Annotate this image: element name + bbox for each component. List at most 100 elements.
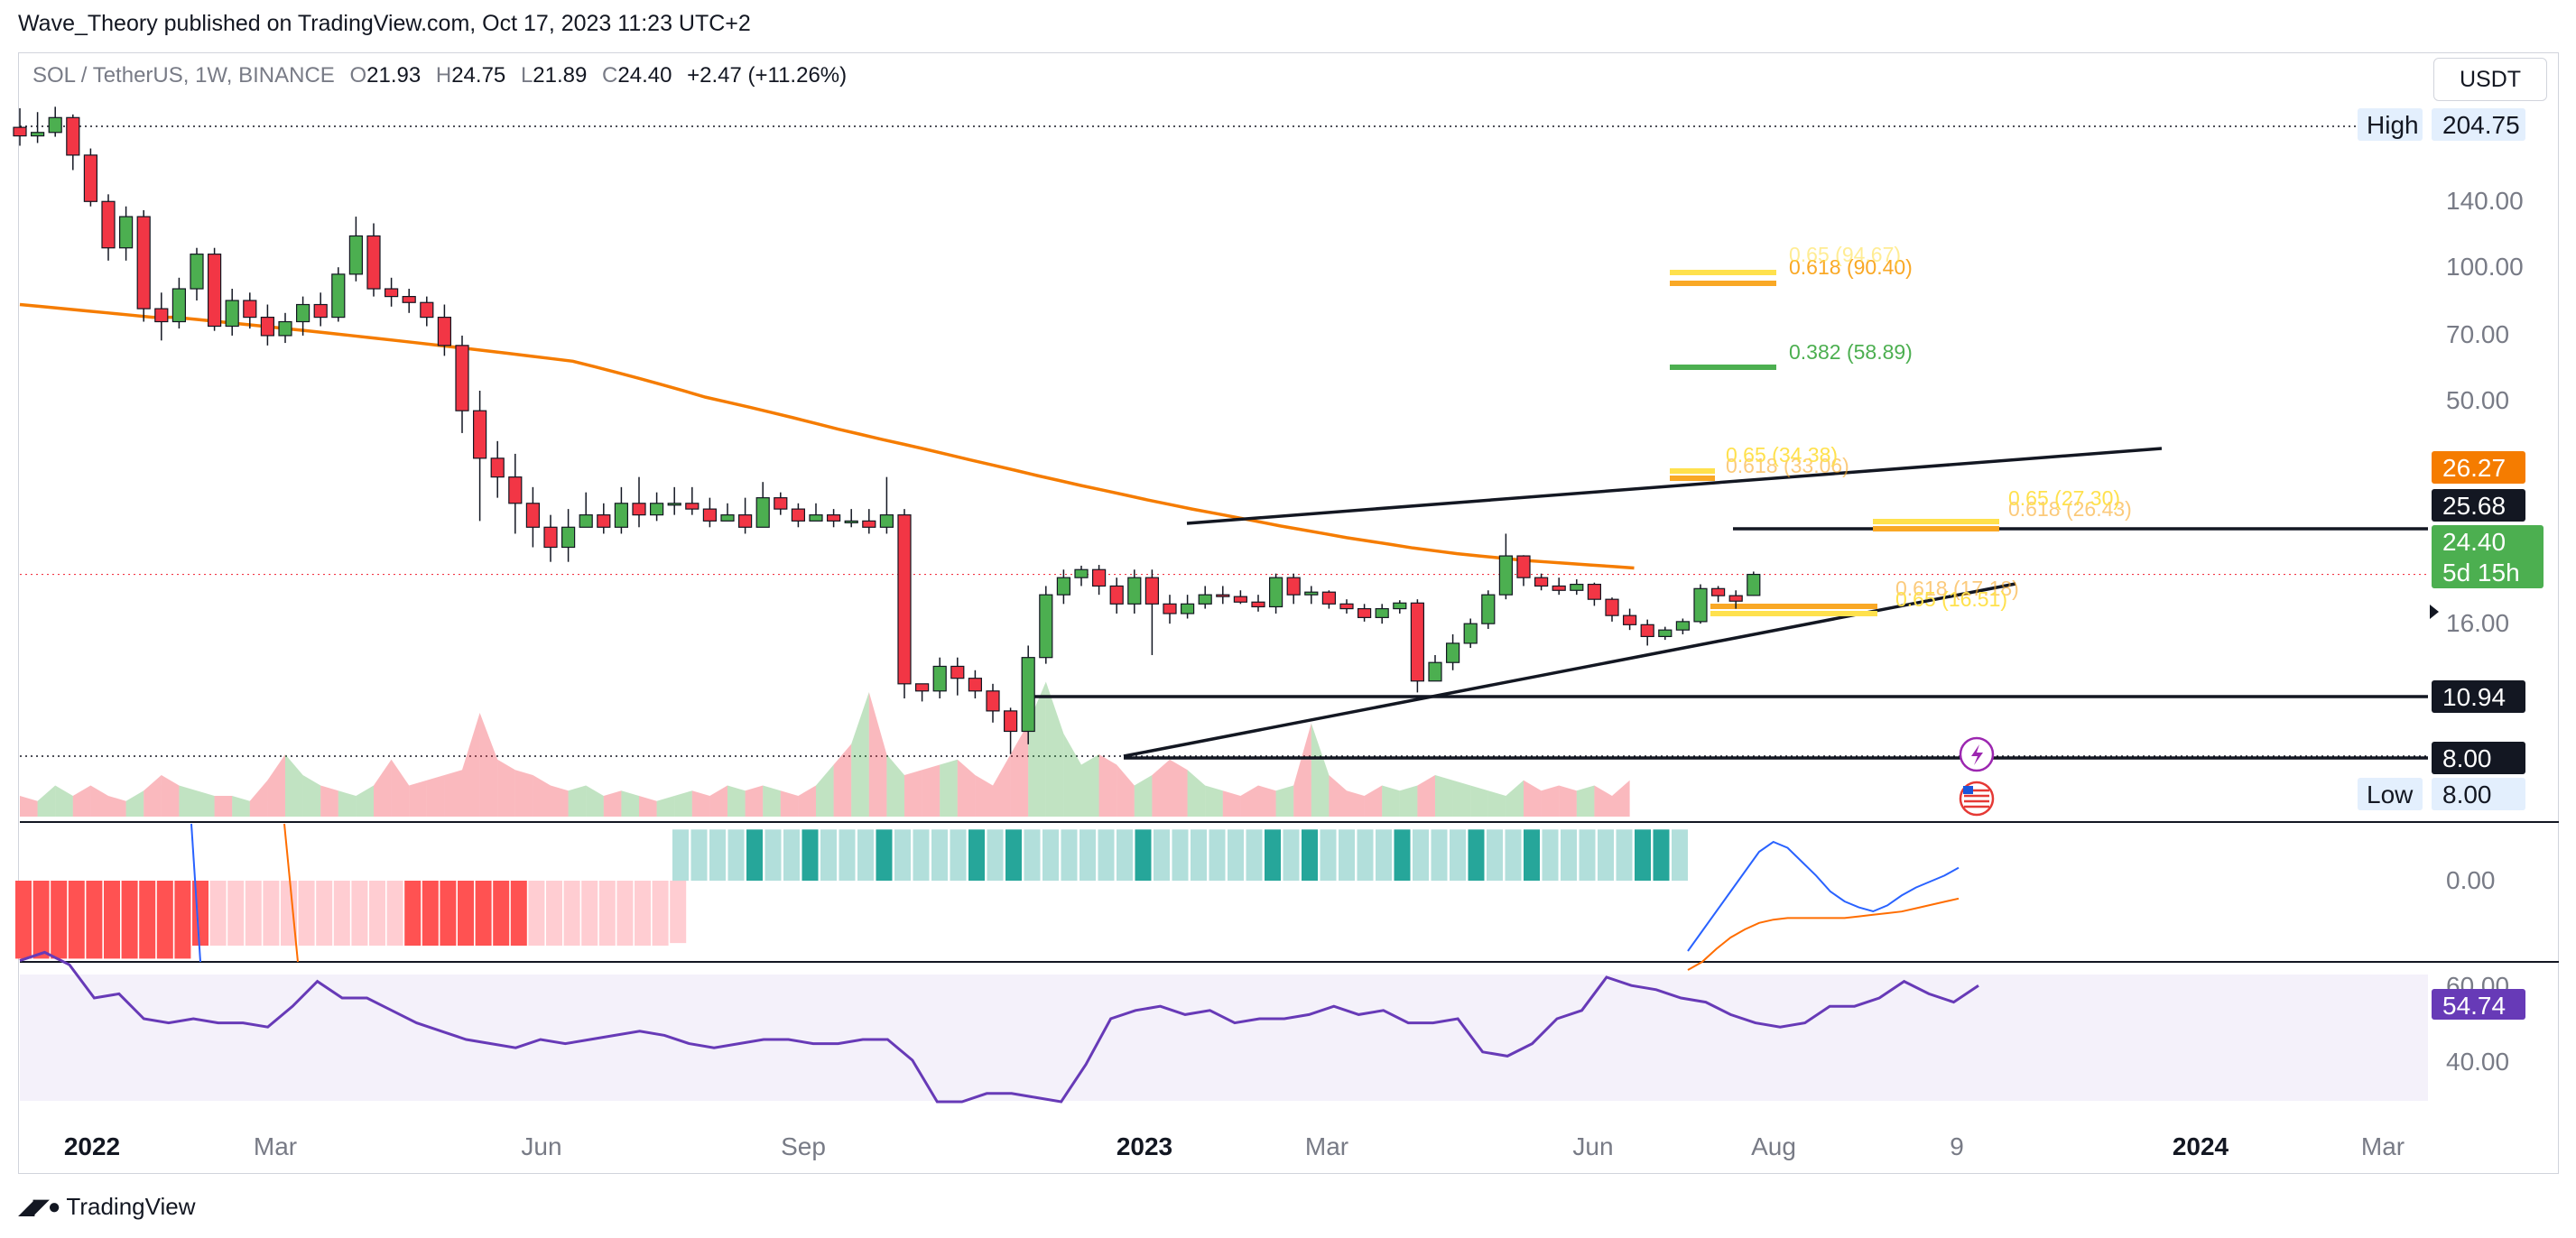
macd-histogram-bar: [139, 881, 156, 959]
macd-histogram-bar: [440, 881, 457, 946]
candle-body: [1339, 603, 1354, 610]
macd-histogram-bar: [174, 881, 191, 959]
volume-area: [975, 775, 993, 817]
candle-body: [437, 317, 451, 346]
x-axis-tick: Mar: [1305, 1132, 1348, 1160]
volume-area: [1045, 681, 1064, 817]
macd-histogram-bar: [1320, 829, 1337, 881]
candle-body: [278, 320, 292, 337]
volume-area: [586, 785, 604, 817]
macd-histogram-bar: [422, 881, 439, 946]
candle-body: [1640, 624, 1654, 638]
macd-histogram-bar: [1598, 829, 1614, 881]
volume-area: [197, 790, 215, 817]
support-price-label-10-94: 10.94: [2432, 680, 2525, 713]
volume-area: [1081, 754, 1099, 817]
volume-area: [993, 754, 1011, 817]
macd-histogram-bar: [1172, 829, 1189, 881]
current-price-label: 24.40 5d 15h: [2432, 525, 2544, 588]
open-label: O: [349, 63, 367, 88]
chart-frame: [18, 52, 2559, 1174]
volume-area: [302, 775, 321, 817]
candle-body: [1481, 594, 1496, 624]
publisher-line: Wave_Theory published on TradingView.com…: [18, 11, 751, 36]
volume-area: [709, 785, 727, 817]
signal-line-early: [283, 823, 299, 963]
macd-histogram-bar: [672, 829, 689, 881]
candle-body: [48, 116, 62, 134]
volume-area: [391, 759, 410, 817]
candle-body: [420, 301, 434, 319]
lightning-icon-glyph: [1971, 744, 1983, 765]
volume-area: [656, 796, 675, 817]
volume-area: [249, 780, 268, 817]
volume-area: [214, 796, 233, 817]
candle-body: [136, 216, 151, 310]
volume-area: [409, 780, 427, 817]
volume-area: [1452, 780, 1471, 817]
macd-histogram-bar: [746, 829, 763, 881]
volume-area: [940, 759, 958, 817]
volume-area: [1506, 780, 1524, 817]
volume-area: [144, 775, 162, 817]
candle-body: [30, 132, 45, 137]
fib-level-label: 0.618 (17.18): [1895, 577, 2019, 600]
tradingview-logo[interactable]: ◢◤● TradingView: [18, 1193, 196, 1221]
macd-histogram-bar: [86, 881, 103, 959]
y-axis-tick: 140.00: [2446, 187, 2524, 215]
macd-histogram-bar: [1246, 829, 1263, 881]
high-price-label-bg: [2432, 108, 2525, 141]
candle-body: [225, 300, 239, 328]
y-axis-tick: 100.00: [2446, 253, 2524, 281]
volume-area: [1559, 785, 1577, 817]
candle-body: [809, 514, 823, 522]
symbol-name[interactable]: SOL / TetherUS, 1W, BINANCE: [32, 63, 335, 88]
volume-area: [374, 759, 392, 817]
candle-body: [1675, 621, 1691, 631]
volume-area: [444, 770, 462, 817]
candle-body: [1198, 594, 1212, 605]
volume-area: [1470, 785, 1488, 817]
currency-button[interactable]: USDT: [2433, 58, 2547, 101]
volume-area: [1010, 723, 1029, 817]
macd-histogram-bar: [727, 829, 745, 881]
volume-area: [1134, 775, 1153, 817]
candle-body: [720, 514, 735, 522]
low-price-label-bg: [2432, 778, 2525, 810]
volume-area: [426, 775, 445, 817]
y-axis-tick: 50.00: [2446, 386, 2509, 414]
macd-histogram-bar: [245, 881, 262, 946]
macd-histogram-bar: [1413, 829, 1429, 881]
y-axis-tick: 16.00: [2446, 609, 2509, 637]
candle-body: [472, 410, 487, 459]
candle-body: [1375, 607, 1389, 618]
candle-body: [1658, 629, 1673, 638]
volume-area: [533, 775, 551, 817]
macd-histogram-bar: [369, 881, 385, 946]
macd-histogram-bar: [1431, 829, 1448, 881]
macd-histogram-bar: [227, 881, 245, 946]
high-price-label-label: High: [2367, 111, 2419, 139]
macd-histogram-bar: [386, 881, 403, 946]
macd-histogram-bar: [857, 829, 874, 881]
open-value: 21.93: [366, 63, 422, 88]
candle-body: [667, 503, 681, 506]
macd-y-tick: 0.00: [2446, 866, 2496, 894]
macd-histogram-bar: [298, 881, 315, 946]
candle-body: [1127, 577, 1142, 605]
candle-body: [1216, 594, 1230, 597]
high-price-label: High 204.75: [2358, 108, 2525, 141]
candle-body: [1498, 555, 1514, 596]
fib-price-label: 26.27: [2432, 451, 2525, 484]
support-price-label-10-94-value: 10.94: [2442, 683, 2506, 711]
y-axis-tick: 70.00: [2446, 320, 2509, 348]
macd-histogram-bar: [1154, 829, 1170, 881]
fib-level-label: 0.65 (27.30): [2008, 486, 2120, 510]
volume-area: [1117, 764, 1135, 817]
macd-histogram-bar: [1135, 829, 1152, 881]
fib-level-label: 0.618 (33.06): [1726, 454, 1849, 477]
candle-body: [543, 526, 558, 549]
low-price-label: Low 8.00: [2358, 778, 2525, 810]
volume-area: [1222, 790, 1241, 817]
